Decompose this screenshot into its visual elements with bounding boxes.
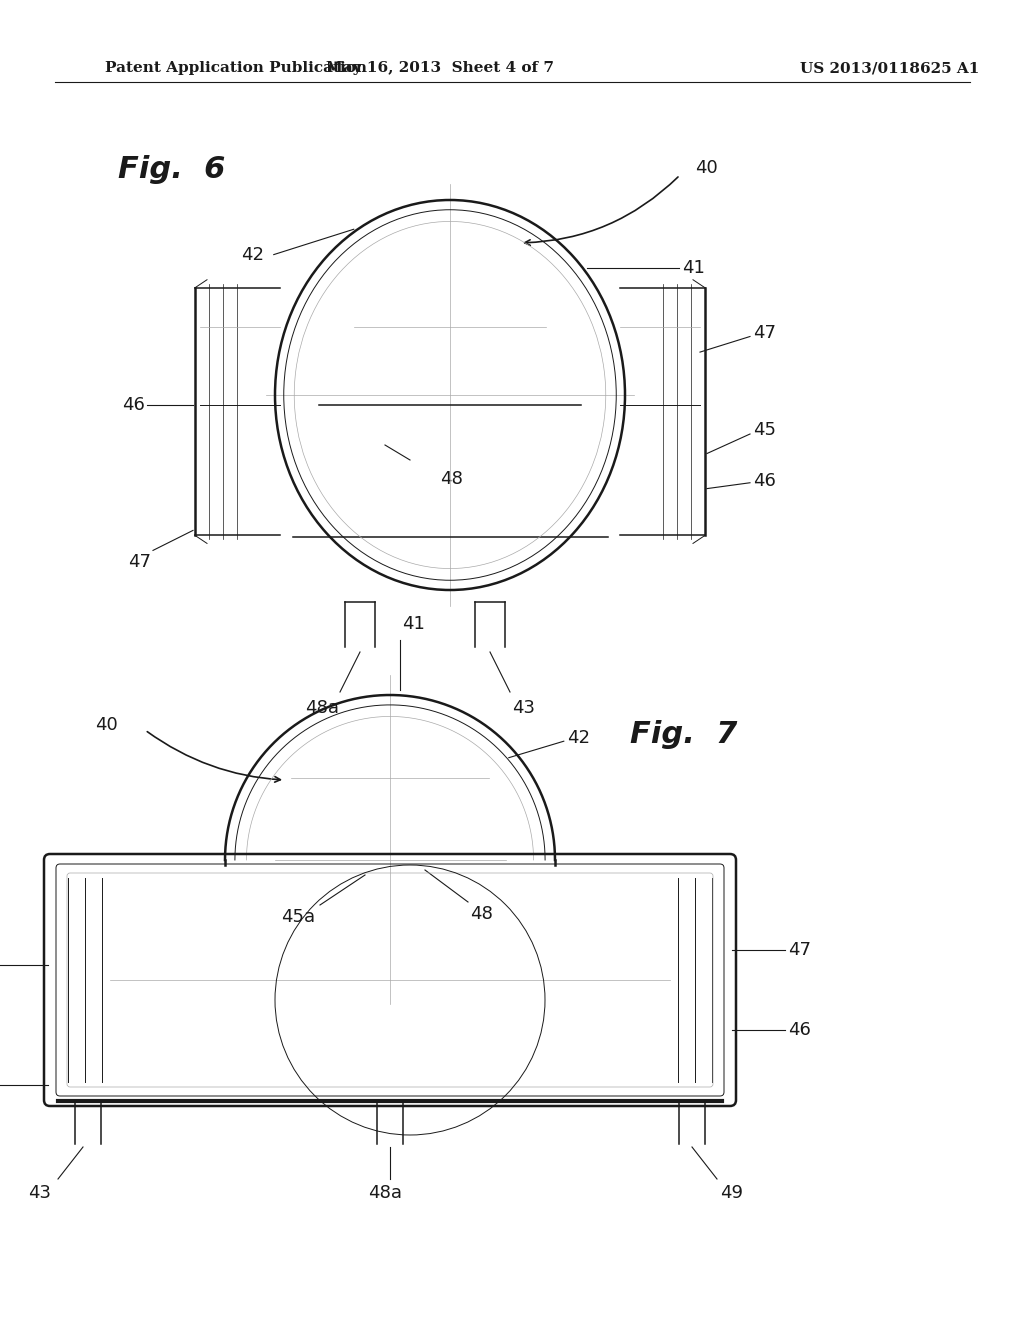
Text: Fig.  7: Fig. 7	[630, 719, 737, 748]
Text: 47: 47	[788, 941, 811, 960]
Text: 42: 42	[241, 246, 264, 264]
Text: 47: 47	[753, 323, 776, 342]
Text: May 16, 2013  Sheet 4 of 7: May 16, 2013 Sheet 4 of 7	[326, 61, 554, 75]
Text: 41: 41	[402, 615, 425, 634]
Text: 48a: 48a	[305, 700, 339, 717]
Text: 48: 48	[440, 470, 463, 488]
Text: 43: 43	[28, 1184, 51, 1203]
Text: 41: 41	[682, 259, 705, 277]
Text: 46: 46	[753, 471, 776, 490]
Text: 46: 46	[122, 396, 145, 413]
Text: 45: 45	[753, 421, 776, 440]
Text: 42: 42	[567, 729, 590, 747]
Text: 46: 46	[788, 1020, 811, 1039]
Text: 43: 43	[512, 700, 535, 717]
Text: 40: 40	[95, 715, 118, 734]
Text: US 2013/0118625 A1: US 2013/0118625 A1	[800, 61, 979, 75]
Text: Patent Application Publication: Patent Application Publication	[105, 61, 367, 75]
Text: 48: 48	[470, 906, 493, 923]
Text: 49: 49	[720, 1184, 743, 1203]
Text: 45a: 45a	[281, 908, 315, 927]
Text: 40: 40	[695, 158, 718, 177]
Text: 47: 47	[128, 553, 151, 572]
Text: 48a: 48a	[368, 1184, 402, 1203]
Text: Fig.  6: Fig. 6	[118, 154, 225, 183]
